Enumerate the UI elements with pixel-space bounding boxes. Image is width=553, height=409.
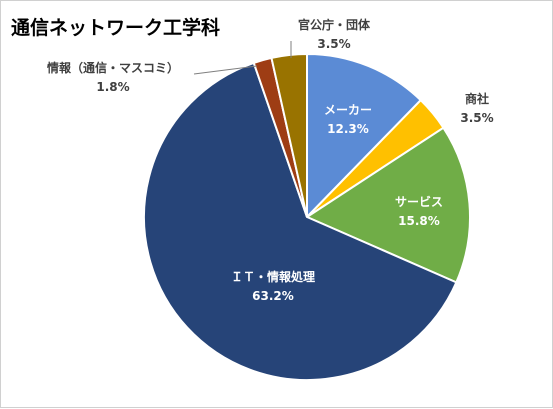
chart-title: 通信ネットワーク工学科 (11, 17, 221, 39)
slice-label-2: サービス (395, 194, 443, 209)
pie-slice-0 (306, 52, 423, 220)
slice-label-3: ＩＴ・情報処理 (231, 269, 315, 284)
slice-value-label-5: 3.5% (317, 37, 350, 51)
pie-slice-3 (142, 61, 458, 381)
slice-value-label-0: 12.3% (327, 122, 369, 136)
pie-slice-5 (270, 52, 308, 218)
slice-value-label-4: 1.8% (96, 80, 129, 94)
slice-value-label-3: 63.2% (252, 289, 294, 303)
slice-label-1: 商社 (465, 91, 489, 106)
slice-value-label-2: 15.8% (398, 214, 440, 228)
pie-slice-2 (304, 126, 471, 284)
slice-label-0: メーカー (324, 103, 372, 117)
slice-value-label-1: 3.5% (460, 111, 493, 125)
leader-line-4 (193, 65, 258, 75)
slice-label-4: 情報（通信・マスコミ） (47, 60, 179, 75)
slice-label-5: 官公庁・団体 (298, 17, 371, 32)
